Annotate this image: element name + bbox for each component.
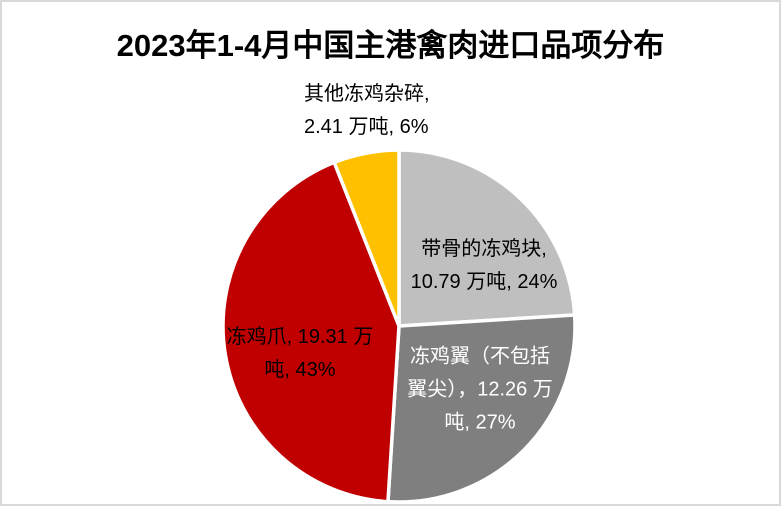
pie-slice-2 — [386, 313, 577, 504]
chart-title: 2023年1-4月中国主港禽肉进口品项分布 — [116, 28, 665, 63]
pie-slice-4 — [332, 148, 401, 328]
pie-slice-3 — [221, 160, 401, 504]
pie-slice-1 — [397, 148, 577, 328]
